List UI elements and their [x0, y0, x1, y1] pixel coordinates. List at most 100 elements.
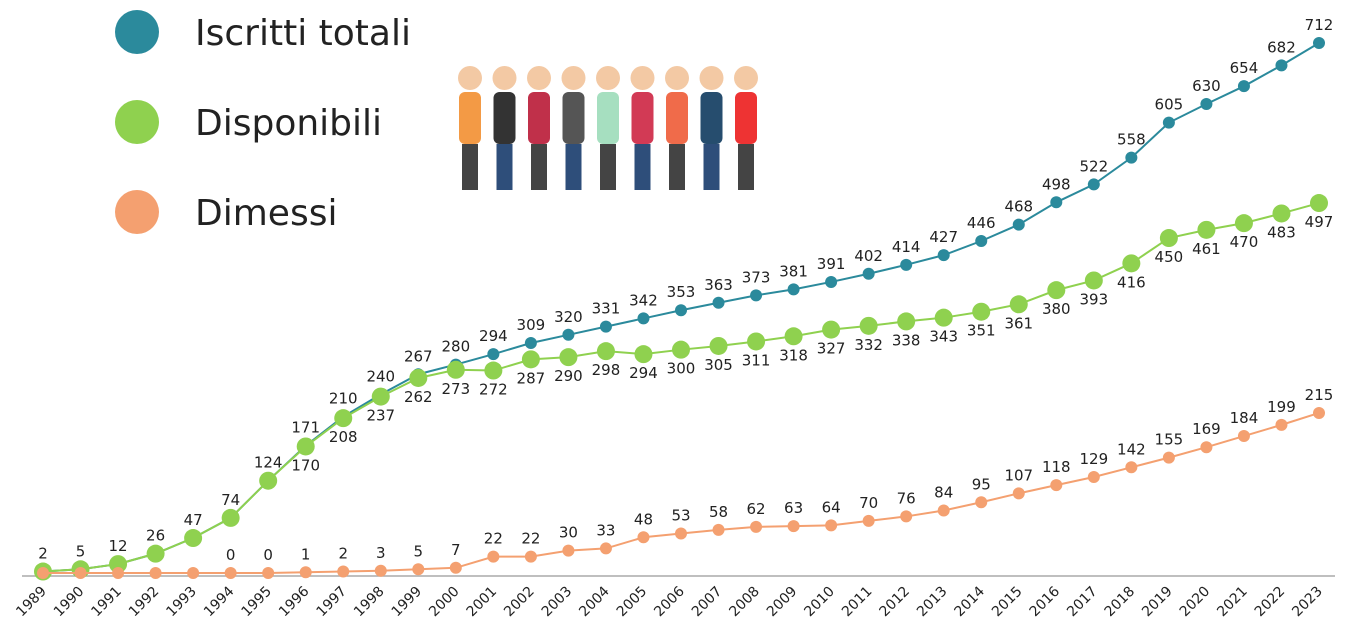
- x-tick-label: 1996: [276, 583, 313, 620]
- value-label: 373: [742, 268, 771, 286]
- x-tick-label: 1994: [201, 583, 238, 620]
- data-point: [409, 369, 427, 387]
- data-point: [788, 520, 800, 532]
- data-point: [713, 297, 725, 309]
- data-point: [713, 524, 725, 536]
- person-head: [665, 66, 689, 90]
- value-label: 468: [1004, 198, 1033, 216]
- data-point: [975, 496, 987, 508]
- person-head: [596, 66, 620, 90]
- value-label: 294: [629, 364, 658, 382]
- value-label: 298: [592, 361, 621, 379]
- value-label: 682: [1267, 38, 1296, 56]
- data-point: [562, 329, 574, 341]
- data-point: [1013, 487, 1025, 499]
- person-legs: [600, 144, 616, 190]
- value-label: 343: [929, 328, 958, 346]
- data-point: [938, 504, 950, 516]
- person-body: [597, 92, 619, 144]
- data-point: [1238, 80, 1250, 92]
- data-point: [1050, 479, 1062, 491]
- data-point: [187, 567, 199, 579]
- person-body: [563, 92, 585, 144]
- x-tick-label: 2002: [501, 584, 538, 621]
- person-body: [632, 92, 654, 144]
- x-tick-label: 1995: [238, 584, 275, 621]
- x-tick-label: 2022: [1252, 584, 1289, 621]
- person-head: [493, 66, 517, 90]
- value-label: 280: [442, 338, 471, 356]
- x-tick-label: 2004: [576, 583, 613, 620]
- person-head: [631, 66, 655, 90]
- x-tick-label: 2012: [876, 584, 913, 621]
- value-label: 95: [972, 475, 991, 493]
- x-tick-label: 2021: [1214, 584, 1251, 621]
- x-tick-label: 2016: [1027, 583, 1064, 620]
- data-point: [750, 289, 762, 301]
- x-tick-label: 2009: [764, 584, 801, 621]
- value-label: 331: [592, 300, 621, 318]
- data-point: [412, 563, 424, 575]
- value-label: 273: [442, 380, 471, 398]
- value-label: 12: [109, 537, 128, 555]
- person-legs: [497, 144, 513, 190]
- value-label: 240: [366, 367, 395, 385]
- data-point: [900, 259, 912, 271]
- value-label: 380: [1042, 300, 1071, 318]
- value-label: 416: [1117, 273, 1146, 291]
- person-head: [734, 66, 758, 90]
- value-label: 498: [1042, 175, 1071, 193]
- person-body: [494, 92, 516, 144]
- value-label: 47: [184, 511, 203, 529]
- data-point: [334, 409, 352, 427]
- value-label: 74: [221, 491, 240, 509]
- value-label: 208: [329, 428, 358, 446]
- data-point: [1275, 419, 1287, 431]
- value-label: 63: [784, 499, 803, 517]
- data-point: [297, 437, 315, 455]
- legend-marker: [115, 100, 159, 144]
- data-point: [675, 528, 687, 540]
- data-point: [788, 283, 800, 295]
- x-tick-label: 2000: [426, 584, 463, 621]
- x-tick-label: 2005: [614, 584, 651, 621]
- value-label: 363: [704, 276, 733, 294]
- x-tick-label: 1998: [351, 584, 388, 621]
- data-point: [222, 509, 240, 527]
- data-point: [785, 327, 803, 345]
- data-point: [897, 312, 915, 330]
- person-body: [528, 92, 550, 144]
- x-tick-label: 2010: [801, 584, 838, 621]
- person-body: [666, 92, 688, 144]
- value-label: 630: [1192, 77, 1221, 95]
- data-point: [484, 362, 502, 380]
- value-label: 461: [1192, 240, 1221, 258]
- value-label: 393: [1080, 290, 1109, 308]
- person-head: [700, 66, 724, 90]
- value-label: 414: [892, 238, 921, 256]
- value-label: 53: [671, 507, 690, 525]
- value-label: 338: [892, 331, 921, 349]
- data-point: [1050, 196, 1062, 208]
- data-point: [675, 304, 687, 316]
- value-label: 402: [854, 247, 883, 265]
- value-label: 26: [146, 527, 165, 545]
- value-label: 320: [554, 308, 583, 326]
- value-label: 7: [451, 541, 461, 559]
- data-point: [1238, 430, 1250, 442]
- person-body: [701, 92, 723, 144]
- value-label: 287: [517, 369, 546, 387]
- data-point: [487, 551, 499, 563]
- data-point: [1088, 471, 1100, 483]
- value-label: 199: [1267, 398, 1296, 416]
- value-label: 332: [854, 336, 883, 354]
- value-label: 446: [967, 214, 996, 232]
- value-label: 450: [1155, 248, 1184, 266]
- value-label: 215: [1305, 386, 1334, 404]
- data-point: [225, 567, 237, 579]
- value-label: 605: [1155, 96, 1184, 114]
- x-tick-label: 1999: [389, 584, 426, 621]
- x-tick-label: 2019: [1139, 584, 1176, 621]
- data-point: [375, 565, 387, 577]
- value-label: 0: [263, 546, 273, 564]
